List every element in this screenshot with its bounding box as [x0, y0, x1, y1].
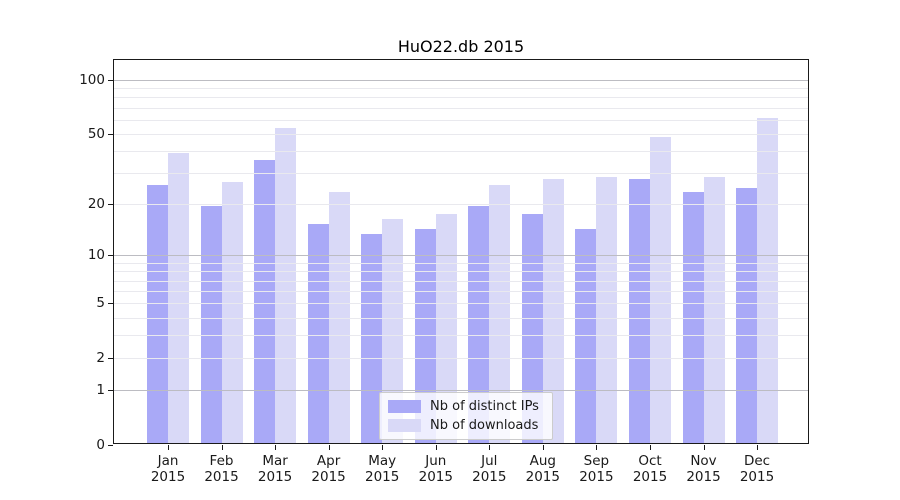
y-tick-1	[108, 390, 113, 392]
x-tick-label-sep: Sep 2015	[579, 453, 614, 485]
y-tick-2	[108, 358, 113, 360]
gridline-minor-50	[114, 134, 808, 135]
plot-area: 100 50 20 10 5 2 1 0 Jan 2015 Feb 2015 Mar 2015 Apr…	[79, 59, 809, 485]
bar-distinct-ips-oct	[629, 179, 650, 443]
x-tick-label-mar: Mar 2015	[257, 453, 293, 485]
x-tick-oct	[650, 445, 651, 450]
x-tick-label-apr: Apr 2015	[311, 453, 346, 485]
x-tick-label-jan: Jan 2015	[150, 453, 186, 485]
bar-downloads-may	[382, 218, 404, 443]
bar-downloads-jan	[168, 153, 189, 443]
y-tick-20	[108, 204, 113, 206]
bar-distinct-ips-dec	[736, 188, 757, 443]
gridline-minor-70	[114, 107, 808, 109]
legend-label-downloads: Nb of downloads	[430, 418, 539, 433]
bar-downloads-aug	[542, 179, 564, 443]
y-tick-0	[108, 445, 113, 446]
gridline-minor-7	[114, 280, 808, 282]
gridline-minor-4	[114, 317, 808, 319]
y-tick-label-100: 100	[79, 72, 105, 88]
x-tick-label-feb: Feb 2015	[204, 453, 239, 485]
x-tick-feb	[221, 445, 223, 450]
gridline-minor-2	[114, 358, 808, 360]
legend-item-downloads: Nb of downloads	[388, 418, 543, 433]
legend-item-distinct-ips: Nb of distinct IPs	[388, 399, 543, 414]
x-tick-may	[382, 445, 384, 450]
legend-label-distinct-ips: Nb of distinct IPs	[430, 399, 539, 414]
x-tick-label-dec: Dec 2015	[739, 453, 775, 485]
x-tick-apr	[328, 445, 330, 450]
gridline-minor-90	[114, 88, 808, 90]
bar-distinct-ips-jul	[468, 206, 490, 443]
x-tick-jan	[168, 445, 169, 450]
gridline-minor-20	[114, 204, 808, 206]
x-tick-jul	[489, 445, 491, 450]
axis-layer: 100 50 20 10 5 2 1 0 Jan 2015 Feb 2015 Mar 2015 Apr…	[79, 60, 808, 485]
bar-downloads-feb	[221, 182, 243, 443]
bar-distinct-ips-apr	[307, 223, 329, 443]
legend-swatch-distinct-ips	[388, 400, 421, 413]
gridline-major-1	[114, 390, 808, 392]
bar-distinct-ips-nov	[682, 191, 704, 443]
gridline-major-100	[114, 80, 808, 81]
x-tick-label-jul: Jul 2015	[472, 453, 507, 485]
gridline-minor-40	[114, 151, 808, 153]
bar-downloads-sep	[596, 176, 618, 443]
y-tick-label-1: 1	[96, 382, 105, 399]
y-tick-label-5: 5	[96, 295, 105, 312]
x-tick-label-may: May 2015	[365, 453, 400, 485]
bar-downloads-nov	[703, 176, 725, 443]
y-tick-50	[108, 134, 113, 135]
gridline-minor-6	[114, 291, 808, 293]
legend-swatch-downloads	[388, 419, 421, 432]
chart-title: HuO22.db 2015	[397, 37, 525, 56]
x-tick-label-oct: Oct 2015	[632, 453, 668, 485]
y-tick-label-50: 50	[87, 126, 105, 142]
y-tick-5	[108, 303, 113, 305]
x-tick-label-aug: Aug 2015	[525, 453, 560, 485]
y-tick-10	[108, 255, 113, 257]
bars-layer	[114, 60, 808, 443]
x-tick-nov	[703, 445, 705, 450]
y-tick-label-0: 0	[96, 437, 105, 453]
gridline-minor-8	[114, 271, 808, 273]
gridline-minor-9	[114, 262, 808, 264]
x-tick-dec	[757, 445, 758, 450]
bar-distinct-ips-feb	[200, 206, 222, 443]
y-tick-100	[108, 80, 113, 81]
gridline-minor-80	[114, 97, 808, 99]
y-tick-label-2: 2	[96, 350, 105, 367]
bar-downloads-mar	[275, 127, 297, 443]
bar-downloads-jul	[489, 185, 511, 443]
gridline-major-10	[114, 255, 808, 257]
x-tick-sep	[596, 445, 598, 450]
x-tick-mar	[275, 445, 277, 450]
gridline-minor-3	[114, 335, 808, 337]
y-tick-label-10: 10	[87, 247, 105, 264]
y-tick-label-20: 20	[87, 196, 105, 213]
gridline-minor-5	[114, 303, 808, 305]
bar-downloads-dec	[757, 117, 778, 443]
x-tick-label-nov: Nov 2015	[686, 453, 721, 485]
gridline-minor-60	[114, 119, 808, 121]
gridline-minor-30	[114, 173, 808, 175]
x-tick-label-jun: Jun 2015	[418, 453, 453, 485]
bar-downloads-apr	[328, 191, 350, 443]
bar-downloads-oct	[650, 136, 671, 443]
x-tick-aug	[542, 445, 544, 450]
bar-distinct-ips-mar	[254, 159, 276, 443]
legend: Nb of distinct IPs Nb of downloads	[379, 392, 553, 440]
bar-distinct-ips-jan	[147, 185, 168, 443]
grid-layer	[114, 60, 808, 443]
x-tick-jun	[435, 445, 437, 450]
